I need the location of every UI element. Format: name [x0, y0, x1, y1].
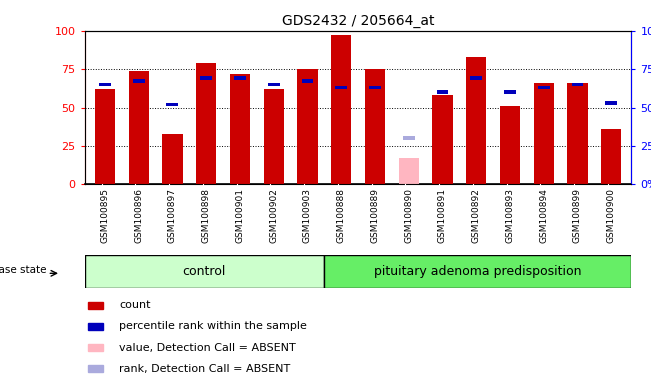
Text: control: control — [182, 265, 226, 278]
Bar — [369, 86, 381, 89]
Bar — [128, 71, 149, 184]
Bar — [230, 74, 250, 184]
Bar — [301, 79, 313, 83]
Text: GSM100892: GSM100892 — [472, 188, 480, 243]
Text: GSM100898: GSM100898 — [202, 188, 211, 243]
Text: GSM100891: GSM100891 — [438, 188, 447, 243]
Bar — [95, 89, 115, 184]
Bar — [403, 136, 415, 140]
Bar — [268, 83, 279, 86]
Bar — [331, 35, 352, 184]
Bar — [335, 86, 347, 89]
Bar — [432, 95, 452, 184]
Bar — [201, 76, 212, 80]
Text: GSM100888: GSM100888 — [337, 188, 346, 243]
Bar — [133, 79, 145, 83]
Bar — [466, 57, 486, 184]
Bar — [365, 69, 385, 184]
Bar — [538, 86, 549, 89]
Text: GSM100900: GSM100900 — [607, 188, 616, 243]
Bar — [264, 89, 284, 184]
Title: GDS2432 / 205664_at: GDS2432 / 205664_at — [282, 14, 434, 28]
Bar — [298, 69, 318, 184]
Text: GSM100890: GSM100890 — [404, 188, 413, 243]
Bar — [234, 76, 246, 80]
Bar — [89, 365, 104, 372]
Bar — [196, 63, 216, 184]
Bar — [167, 103, 178, 106]
Bar — [605, 101, 617, 105]
Text: count: count — [119, 300, 150, 310]
Bar — [601, 129, 621, 184]
Bar — [398, 158, 419, 184]
Text: GSM100896: GSM100896 — [134, 188, 143, 243]
Bar — [572, 83, 583, 86]
Text: pituitary adenoma predisposition: pituitary adenoma predisposition — [374, 265, 581, 278]
Bar — [500, 106, 520, 184]
Bar — [162, 134, 182, 184]
Text: GSM100899: GSM100899 — [573, 188, 582, 243]
Text: GSM100903: GSM100903 — [303, 188, 312, 243]
Bar — [567, 83, 588, 184]
Text: value, Detection Call = ABSENT: value, Detection Call = ABSENT — [119, 343, 296, 353]
Bar — [85, 255, 324, 288]
Text: GSM100902: GSM100902 — [269, 188, 278, 243]
Bar — [99, 83, 111, 86]
Bar — [324, 255, 631, 288]
Text: rank, Detection Call = ABSENT: rank, Detection Call = ABSENT — [119, 364, 290, 374]
Bar — [437, 90, 449, 94]
Bar — [534, 83, 554, 184]
Bar — [504, 90, 516, 94]
Bar — [89, 323, 104, 330]
Text: GSM100893: GSM100893 — [505, 188, 514, 243]
Text: GSM100889: GSM100889 — [370, 188, 380, 243]
Text: GSM100897: GSM100897 — [168, 188, 177, 243]
Text: GSM100894: GSM100894 — [539, 188, 548, 243]
Text: GSM100901: GSM100901 — [236, 188, 244, 243]
Text: disease state: disease state — [0, 265, 47, 275]
Bar — [89, 344, 104, 351]
Bar — [470, 76, 482, 80]
Bar — [89, 302, 104, 309]
Text: percentile rank within the sample: percentile rank within the sample — [119, 321, 307, 331]
Text: GSM100895: GSM100895 — [100, 188, 109, 243]
